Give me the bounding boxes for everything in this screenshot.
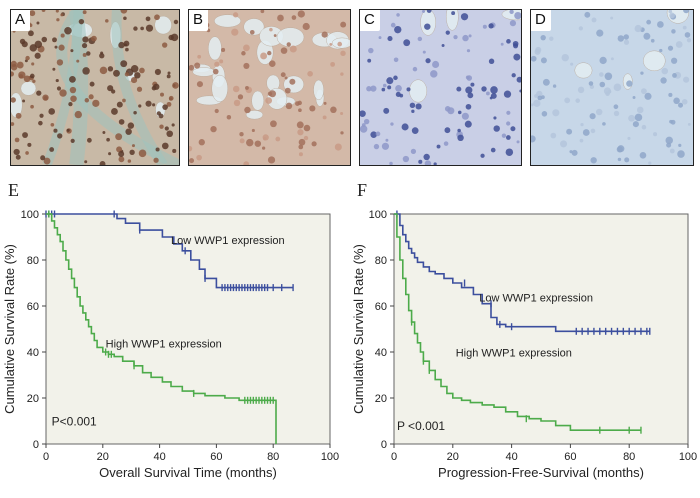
series-label-high: High WWP1 expression <box>106 338 222 350</box>
x-tick-label: 100 <box>321 451 339 463</box>
y-tick-label: 80 <box>27 255 39 267</box>
micrograph-a: A <box>10 9 180 166</box>
y-tick-label: 100 <box>21 209 39 221</box>
x-tick-label: 80 <box>267 451 279 463</box>
x-tick-label: 40 <box>153 451 165 463</box>
x-axis-label: Progression-Free-Survival (months) <box>438 465 644 480</box>
x-tick-label: 40 <box>505 451 517 463</box>
survival-chart-e-svg: 0 20 40 60 80 100 0 20 40 60 80 100 Overall Survival… <box>2 209 339 480</box>
y-tick-label: 40 <box>375 347 387 359</box>
y-tick-label: 60 <box>27 301 39 313</box>
y-tick-label: 0 <box>381 439 387 451</box>
y-tick-label: 60 <box>375 301 387 313</box>
y-tick-label: 100 <box>369 209 387 221</box>
x-tick-label: 60 <box>210 451 222 463</box>
series-line-low <box>46 213 294 289</box>
series-line-high <box>46 213 277 444</box>
p-value: P <0.001 <box>397 419 445 433</box>
x-tick-label: 20 <box>97 451 109 463</box>
plot-area <box>393 213 689 445</box>
micrograph-a-image <box>11 10 179 165</box>
micrograph-d-label: D <box>531 10 551 31</box>
micrograph-a-label: A <box>11 10 31 31</box>
plot-area <box>45 213 331 445</box>
chart-f-letter: F <box>357 180 368 200</box>
y-axis-label: Cumulative Survival Rate (%) <box>351 244 366 414</box>
series-line-low <box>394 213 650 333</box>
micrograph-c-image <box>360 10 521 165</box>
micrograph-c: C <box>359 9 522 166</box>
chart-e-letter: E <box>8 180 19 200</box>
survival-chart-f: 0 20 40 60 80 100 0 20 40 60 80 100 Progression-Free… <box>350 196 700 493</box>
y-tick-label: 20 <box>27 393 39 405</box>
micrograph-b-label: B <box>189 10 209 31</box>
survival-chart-e: 0 20 40 60 80 100 0 20 40 60 80 100 Overall Survival… <box>0 196 345 493</box>
x-tick-label: 100 <box>679 451 697 463</box>
x-axis-label: Overall Survival Time (months) <box>99 465 277 480</box>
series-label-low: Low WWP1 expression <box>171 235 285 247</box>
micrograph-b-image <box>189 10 350 165</box>
micrograph-b: B <box>188 9 351 166</box>
y-tick-label: 0 <box>33 439 39 451</box>
series-label-low: Low WWP1 expression <box>479 292 593 304</box>
micrograph-d-image <box>531 10 693 165</box>
y-tick-label: 80 <box>375 255 387 267</box>
p-value: P<0.001 <box>52 415 97 429</box>
x-tick-label: 60 <box>564 451 576 463</box>
micrograph-d: D <box>530 9 694 166</box>
y-axis-label: Cumulative Survival Rate (%) <box>2 244 17 414</box>
x-tick-label: 20 <box>447 451 459 463</box>
x-tick-label: 0 <box>43 451 49 463</box>
y-tick-label: 20 <box>375 393 387 405</box>
series-line-high <box>394 213 641 431</box>
x-tick-label: 0 <box>391 451 397 463</box>
y-tick-label: 40 <box>27 347 39 359</box>
micrograph-c-label: C <box>360 10 380 31</box>
x-tick-label: 80 <box>623 451 635 463</box>
series-label-high: High WWP1 expression <box>456 348 572 360</box>
survival-chart-f-svg: 0 20 40 60 80 100 0 20 40 60 80 100 Progression-Free… <box>351 209 697 480</box>
